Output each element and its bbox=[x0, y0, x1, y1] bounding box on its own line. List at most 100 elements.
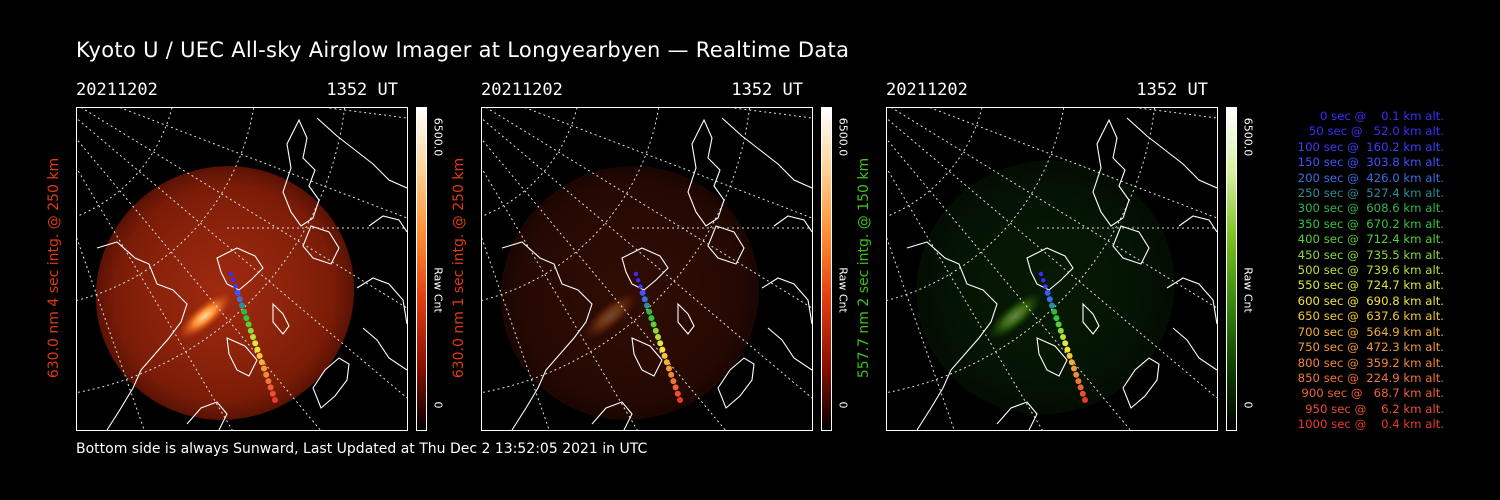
trajectory-point bbox=[666, 365, 672, 372]
trajectory-point bbox=[1060, 334, 1066, 340]
coastline bbox=[282, 118, 320, 227]
page-title: Kyoto U / UEC All-sky Airglow Imager at … bbox=[76, 38, 850, 62]
coastline bbox=[501, 241, 593, 430]
legend-entry: 550 sec @ 724.7 km alt. bbox=[1293, 278, 1444, 293]
wavelength-label-text: 630.0 nm 4 sec intg. @ 250 km bbox=[46, 157, 62, 379]
longitude-grid-line bbox=[482, 167, 638, 430]
trajectory-point bbox=[1066, 352, 1073, 359]
coastline bbox=[1166, 277, 1217, 325]
trajectory-point bbox=[639, 289, 646, 296]
airglow-panel-2: 20211202 1352 UT 630.0 nm 1 sec intg. @ … bbox=[451, 80, 850, 440]
longitude-grid-line bbox=[730, 108, 812, 119]
trajectory-point bbox=[1051, 308, 1058, 315]
legend-entry: 650 sec @ 637.6 km alt. bbox=[1293, 309, 1444, 324]
allsky-image bbox=[76, 107, 408, 431]
wavelength-label: 630.0 nm 4 sec intg. @ 250 km bbox=[42, 108, 66, 428]
legend-entry: 350 sec @ 670.2 km alt. bbox=[1293, 216, 1444, 231]
trajectory-point bbox=[641, 296, 648, 303]
coastline bbox=[773, 215, 812, 233]
trajectory-point bbox=[1075, 378, 1082, 385]
map-canvas bbox=[887, 108, 1217, 430]
colorbar-min-label: 0 bbox=[836, 401, 850, 409]
legend-entry: 400 sec @ 712.4 km alt. bbox=[1293, 232, 1444, 247]
trajectory-point bbox=[663, 359, 670, 366]
airglow-disk bbox=[95, 166, 355, 420]
longitude-grid-line bbox=[77, 167, 233, 430]
legend-entry: 800 sec @ 359.2 km alt. bbox=[1293, 355, 1444, 370]
trajectory-point bbox=[265, 378, 272, 385]
coastline bbox=[1092, 118, 1130, 227]
trajectory-point bbox=[677, 397, 683, 403]
coastline bbox=[1082, 302, 1100, 335]
legend-entry: 1000 sec @ 0.4 km alt. bbox=[1297, 417, 1444, 432]
coastline bbox=[707, 225, 745, 265]
trajectory-point bbox=[633, 271, 639, 277]
trajectory-point bbox=[1077, 384, 1084, 391]
trajectory-point bbox=[250, 334, 256, 340]
coastline bbox=[96, 241, 188, 430]
coastline bbox=[312, 357, 350, 409]
map-canvas bbox=[482, 108, 812, 430]
longitude-grid-line bbox=[77, 237, 145, 430]
airglow-panel-3: 20211202 1352 UT 557.7 nm 2 sec intg. @ … bbox=[856, 80, 1255, 440]
colorbar bbox=[416, 107, 427, 431]
legend-entry: 150 sec @ 303.8 km alt. bbox=[1293, 155, 1444, 170]
allsky-image bbox=[886, 107, 1218, 431]
legend-entry: 250 sec @ 527.4 km alt. bbox=[1293, 186, 1444, 201]
longitude-grid-line bbox=[887, 118, 1217, 399]
coastline bbox=[1126, 117, 1217, 189]
wavelength-label: 630.0 nm 1 sec intg. @ 250 km bbox=[447, 108, 471, 428]
longitude-grid-line bbox=[325, 108, 407, 119]
coastline bbox=[621, 247, 669, 291]
legend-entry: 600 sec @ 690.8 km alt. bbox=[1293, 293, 1444, 308]
trajectory-point bbox=[233, 284, 238, 289]
airglow-disk bbox=[500, 166, 760, 420]
trajectory-point bbox=[231, 278, 236, 283]
coastline bbox=[1122, 357, 1160, 409]
trajectory-point bbox=[1055, 321, 1062, 328]
legend-entry: 300 sec @ 608.6 km alt. bbox=[1293, 201, 1444, 216]
trajectory-point bbox=[644, 302, 650, 309]
longitude-grid-line bbox=[887, 237, 955, 430]
longitude-grid-line bbox=[482, 138, 726, 430]
trajectory-point bbox=[263, 371, 270, 378]
panel-time: 1352 UT bbox=[731, 80, 803, 100]
trajectory-point bbox=[638, 284, 643, 289]
legend-entry: 450 sec @ 735.5 km alt. bbox=[1293, 247, 1444, 262]
trajectory-point bbox=[1057, 327, 1064, 334]
legend-entry: 200 sec @ 426.0 km alt. bbox=[1293, 170, 1444, 185]
trajectory-point bbox=[228, 271, 234, 277]
coastline bbox=[717, 357, 755, 409]
wavelength-label: 557.7 nm 2 sec intg. @ 150 km bbox=[852, 108, 876, 428]
coastline bbox=[631, 337, 663, 377]
longitude-grid-line bbox=[81, 108, 407, 309]
trajectory-point bbox=[1079, 390, 1086, 397]
wavelength-label-text: 557.7 nm 2 sec intg. @ 150 km bbox=[856, 157, 872, 379]
colorbar-unit-label: Raw Cnt bbox=[836, 267, 850, 313]
longitude-grid-line bbox=[77, 118, 407, 399]
trajectory-point bbox=[256, 352, 263, 359]
coastline bbox=[302, 225, 340, 265]
coastline bbox=[1026, 247, 1074, 291]
longitude-grid-line bbox=[891, 108, 1217, 309]
panel-date: 20211202 bbox=[886, 80, 968, 100]
allsky-image bbox=[481, 107, 813, 431]
trajectory-point bbox=[668, 371, 675, 378]
legend-entry: 0 sec @ 0.1 km alt. bbox=[1308, 109, 1444, 123]
trajectory-point bbox=[252, 340, 259, 347]
colorbar bbox=[821, 107, 832, 431]
trajectory-point bbox=[1053, 315, 1060, 322]
longitude-grid-line bbox=[887, 167, 1043, 430]
trajectory-point bbox=[652, 327, 659, 334]
panel-time: 1352 UT bbox=[326, 80, 398, 100]
coastline bbox=[1112, 225, 1150, 265]
trajectory-point bbox=[1038, 271, 1044, 277]
coastline bbox=[1036, 337, 1068, 377]
trajectory-point bbox=[1062, 340, 1069, 347]
trajectory-point bbox=[243, 315, 250, 322]
coastline bbox=[272, 302, 290, 335]
coastline bbox=[316, 117, 407, 189]
longitude-grid-line bbox=[1135, 108, 1217, 119]
coastline bbox=[186, 401, 228, 430]
coastline bbox=[216, 247, 264, 291]
